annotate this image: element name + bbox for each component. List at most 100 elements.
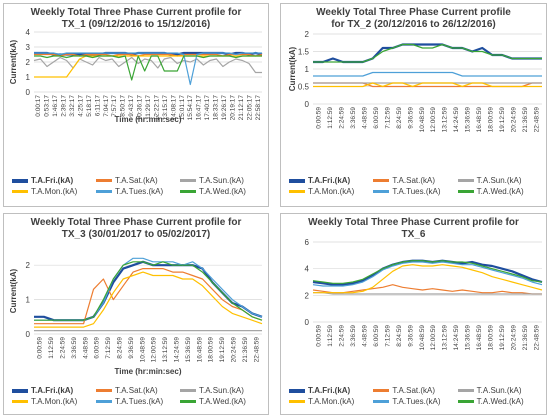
- x-tick-label: 3:36:59: [71, 337, 78, 359]
- x-tick-label: 22:05:17: [246, 95, 253, 121]
- y-tick-label: 0: [26, 88, 31, 97]
- x-tick-label: 0:00:59: [316, 107, 323, 129]
- legend-swatch: [180, 190, 196, 193]
- series-line: [313, 71, 542, 77]
- y-tick-label: 0: [26, 330, 31, 339]
- x-tick-label: 3:36:59: [350, 325, 357, 347]
- x-tick-label: 8:50:17: [120, 95, 127, 117]
- legend-swatch: [96, 389, 112, 392]
- x-tick-label: 14:08:17: [170, 95, 177, 121]
- x-tick-label: 19:26:17: [221, 95, 228, 121]
- x-tick-label: 12:00:59: [151, 337, 158, 363]
- legend-label: T.A.Fri.(kA): [31, 386, 74, 395]
- x-tick-label: 9:36:59: [407, 107, 414, 129]
- series-line: [313, 292, 542, 295]
- x-tick-label: 7:04:17: [103, 95, 110, 117]
- x-tick-label: 15:36:59: [185, 337, 192, 363]
- legend-label: T.A.Sat.(kA): [115, 386, 158, 395]
- series-line: [34, 55, 262, 81]
- legend-swatch: [373, 400, 390, 403]
- y-axis-label: Current(kA): [288, 46, 297, 91]
- legend-label: T.A.Fri.(kA): [31, 176, 74, 185]
- legend-swatch: [96, 400, 112, 403]
- y-tick-label: 1: [305, 65, 310, 74]
- legend-label: T.A.Tues.(kA): [115, 397, 164, 406]
- x-tick-label: 21:36:59: [242, 337, 249, 363]
- x-tick-label: 0:00:59: [316, 325, 323, 347]
- y-tick-label: 0: [305, 100, 310, 109]
- chart-title: Weekly Total Three Phase Current profile…: [281, 7, 546, 31]
- x-tick-label: 19:12:59: [219, 337, 226, 363]
- legend-label: T.A.Wed.(kA): [476, 187, 524, 196]
- chart-panel-tx1: Weekly Total Three Phase Current profile…: [3, 3, 269, 207]
- legend-swatch: [457, 190, 474, 193]
- x-tick-label: 9:36:59: [128, 337, 135, 359]
- legend-swatch: [373, 190, 390, 193]
- x-tick-label: 4:48:59: [362, 107, 369, 129]
- x-tick-label: 18:00:59: [208, 337, 215, 363]
- series-line: [312, 284, 542, 295]
- y-tick-label: 2: [305, 30, 310, 39]
- series-line: [313, 82, 542, 88]
- x-tick-label: 8:24:59: [396, 107, 403, 129]
- x-tick-label: 14:24:59: [453, 107, 460, 133]
- x-tick-label: 20:24:59: [231, 337, 238, 363]
- legend-item: T.A.Wed.(kA): [457, 397, 542, 406]
- x-tick-label: 12:22:17: [153, 95, 160, 121]
- legend-item: T.A.Tues.(kA): [373, 397, 457, 406]
- legend-label: T.A.Fri.(kA): [308, 386, 351, 395]
- legend-item: T.A.Mon.(kA): [12, 397, 96, 406]
- x-tick-label: 22:48:59: [533, 107, 540, 133]
- legend-item: T.A.Wed.(kA): [180, 187, 264, 196]
- series-line: [313, 43, 542, 64]
- legend-label: T.A.Sat.(kA): [392, 386, 436, 395]
- legend-item: T.A.Wed.(kA): [180, 397, 264, 406]
- legend-swatch: [12, 190, 28, 193]
- x-tick-label: 13:12:59: [162, 337, 169, 363]
- x-tick-label: 8:24:59: [117, 337, 124, 359]
- x-tick-label: 12:00:59: [430, 107, 437, 133]
- x-axis-label: Time (hr:min:sec): [115, 367, 182, 376]
- chart-legend: T.A.Fri.(kA) T.A.Sat.(kA) T.A.Sun.(kA) T.A.…: [12, 176, 264, 196]
- y-axis-label: Current(kA): [9, 268, 18, 313]
- legend-label: T.A.Sat.(kA): [392, 176, 436, 185]
- x-tick-label: 12:00:59: [430, 325, 437, 351]
- x-tick-label: 18:00:59: [487, 325, 494, 351]
- x-tick-label: 8:24:59: [396, 325, 403, 347]
- x-tick-label: 2:24:59: [339, 325, 346, 347]
- x-tick-label: 13:12:59: [442, 107, 449, 133]
- x-tick-label: 7:12:59: [384, 107, 391, 129]
- x-tick-label: 22:58:17: [255, 95, 262, 121]
- legend-label: T.A.Wed.(kA): [199, 397, 246, 406]
- x-tick-label: 1:46:17: [52, 95, 59, 117]
- x-tick-label: 9:43:17: [128, 95, 135, 117]
- legend-swatch: [457, 400, 474, 403]
- x-tick-label: 15:36:59: [465, 107, 472, 133]
- chart-legend: T.A.Fri.(kA) T.A.Sat.(kA) T.A.Sun.(kA) T.A.…: [289, 386, 542, 406]
- legend-label: T.A.Wed.(kA): [199, 187, 246, 196]
- x-tick-label: 2:24:59: [339, 107, 346, 129]
- x-tick-label: 1:12:59: [48, 337, 55, 359]
- x-tick-label: 19:12:59: [499, 107, 506, 133]
- x-tick-label: 20:24:59: [510, 325, 517, 351]
- legend-label: T.A.Mon.(kA): [308, 187, 355, 196]
- series-line: [312, 261, 543, 287]
- x-tick-label: 9:36:59: [407, 325, 414, 347]
- x-tick-label: 2:24:59: [60, 337, 67, 359]
- legend-label: T.A.Wed.(kA): [476, 397, 524, 406]
- legend-item: T.A.Fri.(kA): [289, 176, 373, 185]
- x-tick-label: 16:47:17: [196, 95, 203, 121]
- series-line: [34, 271, 263, 328]
- x-axis-label: Time (hr:min:sec): [115, 115, 182, 124]
- series-line: [34, 267, 263, 325]
- legend-label: T.A.Mon.(kA): [31, 187, 78, 196]
- legend-swatch: [289, 400, 305, 403]
- legend-label: T.A.Sat.(kA): [115, 176, 158, 185]
- y-tick-label: 2: [305, 291, 310, 300]
- x-tick-label: 10:48:59: [139, 337, 146, 363]
- x-tick-label: 10:48:59: [419, 107, 426, 133]
- x-tick-label: 3:32:17: [69, 95, 76, 117]
- legend-item: T.A.Mon.(kA): [12, 187, 96, 196]
- legend-item: T.A.Sat.(kA): [96, 386, 180, 395]
- x-tick-label: 16:48:59: [476, 107, 483, 133]
